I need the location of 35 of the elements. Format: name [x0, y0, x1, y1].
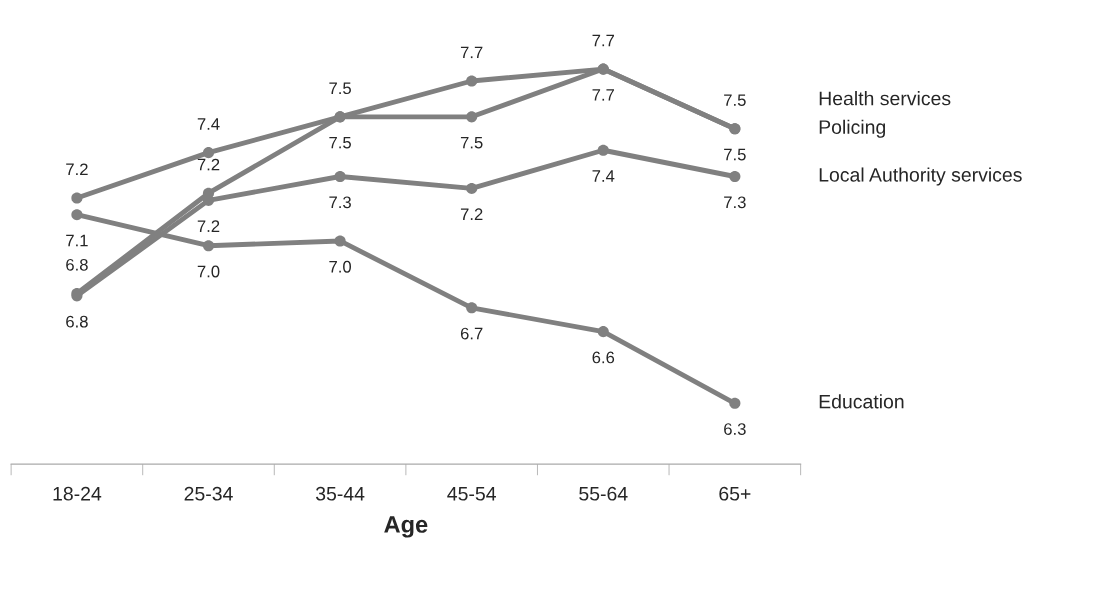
x-tick-label: 65+	[719, 486, 751, 501]
data-label: 7.5	[724, 94, 746, 107]
text: Local Authority services	[819, 167, 1022, 186]
data-label: 7.4	[197, 118, 220, 130]
data-label: 7.2	[66, 163, 88, 176]
data-label: 7.5	[724, 148, 746, 161]
data-label: 6.8	[66, 315, 88, 328]
x-tick-label: 45-54	[447, 487, 496, 501]
data-label: 6.6	[592, 351, 615, 364]
x-tick-label: 18-24	[53, 486, 102, 501]
data-label: 7.7	[460, 46, 483, 59]
data-label: 7.0	[329, 260, 352, 273]
data-label: 7.5	[329, 136, 351, 149]
text: Policing	[819, 119, 886, 138]
data-label: 7.0	[197, 265, 220, 278]
data-label: 7.7	[592, 89, 615, 101]
data-label: 7.1	[66, 234, 88, 247]
x-tick-label: 35-44	[315, 486, 365, 501]
text: Education	[819, 394, 904, 409]
data-label: 7.7	[592, 34, 615, 47]
x-tick-label: 55-64	[579, 486, 628, 501]
data-label: 6.7	[460, 327, 483, 340]
x-tick-label: 25-34	[184, 486, 233, 501]
x-axis-title: Age	[384, 516, 428, 538]
data-label: 6.3	[724, 423, 746, 435]
text: Health services	[819, 91, 951, 106]
data-label: 7.5	[460, 136, 483, 149]
data-label: 6.8	[66, 258, 88, 271]
data-label: 7.2	[197, 158, 220, 171]
data-label: 7.2	[197, 220, 220, 232]
data-label: 7.4	[592, 170, 615, 182]
data-label: 7.5	[329, 82, 351, 95]
data-label: 7.2	[460, 208, 483, 220]
data-label: 7.3	[724, 196, 746, 209]
data-label: 7.3	[329, 196, 351, 209]
